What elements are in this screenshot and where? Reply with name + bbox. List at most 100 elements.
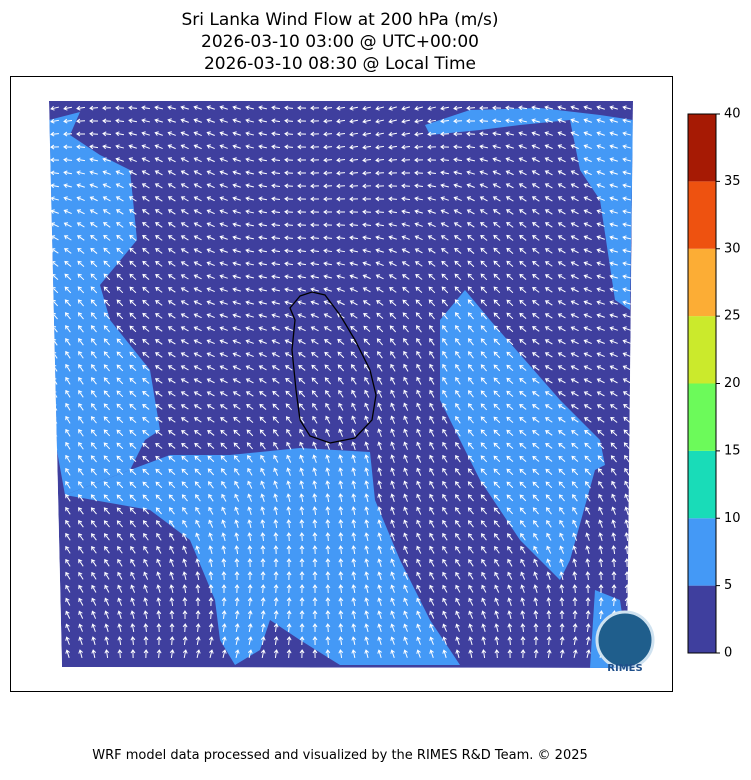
wind-arrow	[325, 480, 331, 490]
wind-arrow	[455, 584, 461, 593]
wind-arrow	[312, 441, 318, 450]
wind-arrow	[258, 183, 268, 189]
wind-arrow	[585, 532, 590, 541]
wind-arrow	[232, 339, 241, 344]
wind-arrow	[180, 352, 189, 358]
wind-arrow	[167, 157, 176, 163]
wind-arrow	[583, 222, 592, 228]
wind-arrow	[596, 118, 605, 123]
wind-arrow	[336, 274, 345, 279]
wind-arrow	[609, 248, 618, 253]
wind-arrow	[245, 339, 254, 344]
wind-arrow	[156, 610, 162, 620]
wind-arrow	[297, 326, 306, 332]
wind-arrow	[259, 416, 267, 424]
wind-arrow	[310, 118, 320, 124]
wind-arrow	[325, 558, 331, 568]
wind-arrow	[129, 481, 137, 489]
wind-arrow	[429, 480, 435, 489]
wind-arrow	[299, 649, 305, 659]
wind-arrow	[506, 234, 514, 241]
wind-arrow	[468, 636, 473, 645]
wind-arrow	[455, 494, 461, 502]
wind-arrow	[193, 235, 202, 241]
wind-arrow	[544, 352, 553, 358]
wind-arrow	[442, 350, 448, 359]
wind-arrow	[76, 118, 86, 124]
wind-arrow	[167, 183, 176, 189]
wind-arrow	[154, 352, 163, 358]
wind-arrow	[232, 378, 241, 384]
wind-arrow	[63, 183, 72, 189]
wind-arrow	[142, 351, 150, 358]
wind-arrow	[468, 364, 474, 372]
wind-arrow	[480, 222, 488, 228]
wind-arrow	[297, 274, 307, 280]
wind-arrow	[219, 339, 228, 344]
wind-arrow	[116, 533, 123, 541]
wind-arrow	[416, 376, 422, 385]
wind-arrow	[401, 170, 411, 176]
wind-arrow	[494, 636, 500, 646]
wind-arrow	[570, 339, 579, 345]
wind-arrow	[544, 300, 553, 306]
wind-arrow	[596, 300, 605, 305]
wind-arrow	[416, 610, 422, 619]
wind-arrow	[351, 506, 357, 516]
wind-arrow	[453, 157, 463, 163]
wind-arrow	[416, 454, 422, 463]
wind-arrow	[260, 506, 266, 515]
wind-arrow	[403, 338, 409, 346]
wind-arrow	[558, 443, 566, 449]
wind-arrow	[272, 403, 280, 411]
wind-arrow	[156, 532, 162, 541]
wind-arrow	[584, 430, 592, 436]
wind-arrow	[624, 493, 629, 502]
wind-arrow	[245, 144, 254, 149]
wind-arrow	[364, 558, 370, 568]
wind-arrow	[468, 377, 474, 385]
wind-arrow	[206, 352, 215, 358]
wind-arrow	[103, 442, 111, 450]
wind-arrow	[258, 274, 268, 280]
wind-arrow	[480, 338, 487, 346]
wind-arrow	[219, 313, 228, 318]
wind-arrow	[129, 299, 137, 307]
wind-arrow	[480, 325, 488, 333]
wind-arrow	[142, 429, 150, 436]
wind-arrow	[351, 415, 357, 424]
wind-arrow	[260, 584, 266, 594]
wind-arrow	[453, 196, 462, 202]
wind-arrow	[142, 247, 150, 254]
wind-arrow	[428, 273, 436, 280]
wind-arrow	[206, 417, 215, 423]
wind-arrow	[167, 235, 176, 241]
wind-arrow	[531, 144, 540, 150]
wind-arrow	[89, 144, 99, 150]
wind-arrow	[336, 105, 346, 111]
wind-arrow	[286, 428, 292, 437]
wind-arrow	[156, 636, 162, 646]
wind-arrow	[221, 610, 227, 620]
colorbar-tick-label: 30	[724, 241, 741, 256]
wind-arrow	[349, 235, 359, 241]
wind-arrow	[583, 261, 592, 267]
wind-arrow	[206, 339, 215, 345]
wind-arrow	[338, 519, 344, 529]
wind-arrow	[271, 170, 281, 176]
wind-arrow	[219, 404, 228, 410]
wind-arrow	[622, 105, 631, 111]
wind-arrow	[233, 455, 240, 463]
wind-arrow	[390, 493, 395, 502]
wind-arrow	[102, 183, 111, 189]
wind-arrow	[532, 481, 540, 489]
wind-arrow	[116, 403, 124, 411]
wind-arrow	[299, 506, 305, 516]
wind-arrow	[180, 300, 189, 306]
wind-arrow	[442, 402, 448, 411]
wind-arrow	[390, 506, 395, 515]
wind-arrow	[207, 468, 215, 476]
wind-arrow	[403, 584, 409, 593]
wind-arrow	[338, 558, 344, 568]
wind-arrow	[104, 597, 110, 606]
